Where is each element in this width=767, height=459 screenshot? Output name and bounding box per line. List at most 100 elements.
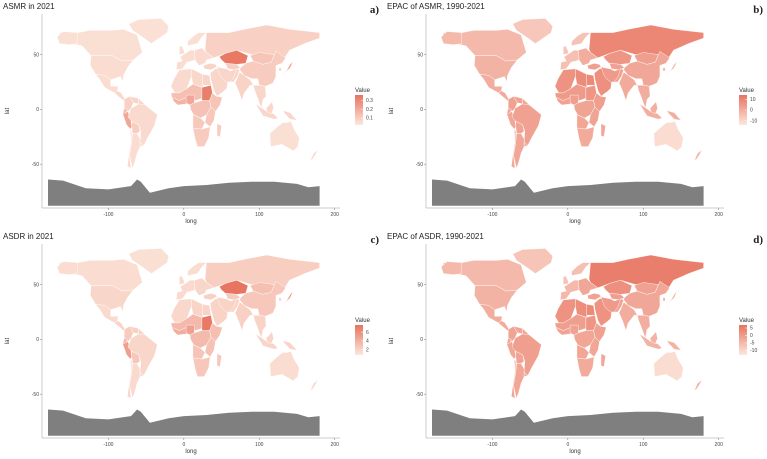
x-tick-label: 0 <box>566 442 569 448</box>
country-png <box>666 340 682 351</box>
country-westeur <box>176 50 196 71</box>
country-australia <box>269 351 300 382</box>
country-korea <box>662 297 666 302</box>
country-uruguay <box>139 141 145 147</box>
y-tick-label: -50 <box>416 162 423 168</box>
legend-tick-label: 0 <box>750 108 753 114</box>
x-tick-label: 200 <box>715 212 724 218</box>
country-japan <box>281 290 294 306</box>
country-centam <box>498 90 510 101</box>
country-alaska <box>56 261 78 275</box>
y-axis-title: lat <box>5 108 11 115</box>
country-borneo <box>649 101 658 114</box>
country-nz <box>310 149 319 161</box>
y-tick-label: 0 <box>36 107 39 113</box>
country-india <box>234 71 254 101</box>
panel-title: ASDR in 2021 <box>3 232 54 241</box>
country-korea <box>662 67 666 72</box>
country-india <box>618 301 638 331</box>
x-tick-label: 200 <box>331 442 340 448</box>
y-tick-label: -50 <box>32 162 39 168</box>
country-chile <box>127 358 133 399</box>
country-mexico <box>95 74 119 94</box>
country-ecuador <box>506 108 512 114</box>
country-antarctica <box>48 179 320 206</box>
choropleth-map: -100 0 100 200 50 0 -50 long lat Value 6 4 2 <box>5 244 371 455</box>
country-easteur <box>194 277 215 296</box>
country-india <box>234 301 254 331</box>
country-seasia <box>252 84 267 109</box>
country-argentina <box>129 133 141 169</box>
country-angola <box>576 344 590 360</box>
x-axis-title: long <box>185 449 196 455</box>
country-uk <box>563 45 569 55</box>
country-russia <box>588 24 704 63</box>
y-tick-label: -50 <box>416 392 423 398</box>
legend-tick-label: 0.2 <box>366 107 373 113</box>
country-madag <box>600 123 606 138</box>
country-centasia <box>609 63 625 71</box>
country-egypt <box>202 304 212 316</box>
country-ecuador <box>122 338 128 344</box>
legend-tick-label: 6 <box>366 330 369 336</box>
country-scandi <box>187 32 207 46</box>
legend-colorbar <box>355 325 363 355</box>
y-tick-label: 0 <box>420 337 423 343</box>
country-china <box>623 281 670 317</box>
country-nz <box>310 379 319 391</box>
country-centasia <box>225 293 241 301</box>
country-westcoast <box>171 97 188 106</box>
country-antarctica <box>432 409 704 436</box>
country-antarctica <box>432 179 704 206</box>
x-axis-title: long <box>569 449 580 455</box>
country-seasia <box>636 314 651 339</box>
countries <box>48 18 320 206</box>
country-japan <box>281 60 294 76</box>
y-tick-label: 50 <box>417 282 423 288</box>
country-alaska <box>56 31 78 45</box>
country-argentina <box>513 133 525 169</box>
country-russia <box>204 254 320 293</box>
legend-tick-label: 10 <box>750 97 756 103</box>
country-westcoast <box>555 327 572 336</box>
country-china <box>239 51 286 87</box>
country-uk <box>563 275 569 285</box>
country-chile <box>511 358 517 399</box>
country-pakistan <box>613 298 624 313</box>
legend-title: Value <box>355 88 371 94</box>
countries <box>48 248 320 436</box>
y-tick-label: 50 <box>33 52 39 58</box>
legend-tick-label: -10 <box>750 348 757 354</box>
y-axis-title: lat <box>389 108 395 115</box>
panel-label: b) <box>753 4 763 16</box>
country-egypt <box>202 74 212 86</box>
axes: -100 0 100 200 50 0 -50 long lat <box>5 14 340 225</box>
panel-epac-asdr: EPAC of ASDR, 1990-2021 d) -100 0 100 200 50… <box>384 230 767 459</box>
country-ecuador <box>506 338 512 344</box>
countries <box>432 18 704 206</box>
legend-tick-label: 5 <box>750 326 753 332</box>
country-madag <box>600 353 606 368</box>
panel-asdr-2021: ASDR in 2021 c) -100 0 100 200 50 0 -50 long lat… <box>0 230 383 459</box>
country-centasia <box>609 293 625 301</box>
country-easteur <box>578 47 599 66</box>
axes: -100 0 100 200 50 0 -50 long lat <box>389 14 724 225</box>
legend-tick-label: -10 <box>750 118 757 124</box>
x-tick-label: -100 <box>103 212 113 218</box>
country-antarctica <box>48 409 320 436</box>
axes: -100 0 100 200 50 0 -50 long lat <box>389 244 724 455</box>
legend-title: Value <box>355 318 371 324</box>
country-borneo <box>649 331 658 344</box>
country-madag <box>216 123 222 138</box>
x-tick-label: 100 <box>639 212 648 218</box>
panel-title: ASMR in 2021 <box>3 2 55 11</box>
country-madag <box>216 353 222 368</box>
legend-title: Value <box>739 318 755 324</box>
country-australia <box>653 351 684 382</box>
country-japan <box>665 60 678 76</box>
legend-tick-label: 0 <box>750 333 753 339</box>
country-png <box>666 110 682 121</box>
legend-tick-label: 0.1 <box>366 116 373 122</box>
country-southaf <box>576 356 595 377</box>
